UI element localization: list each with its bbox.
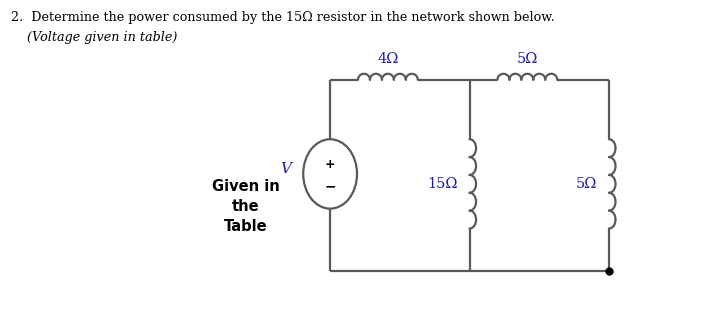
Text: V: V — [281, 162, 291, 176]
Text: 5Ω: 5Ω — [576, 177, 597, 191]
Text: −: − — [325, 180, 336, 194]
Text: 2.  Determine the power consumed by the 15Ω resistor in the network shown below.: 2. Determine the power consumed by the 1… — [12, 11, 555, 24]
Text: 4Ω: 4Ω — [377, 52, 398, 66]
Text: (Voltage given in table): (Voltage given in table) — [27, 31, 178, 44]
Text: 15Ω: 15Ω — [427, 177, 458, 191]
Text: Given in
the
Table: Given in the Table — [212, 179, 279, 233]
Text: 5Ω: 5Ω — [517, 52, 538, 66]
Text: +: + — [325, 158, 335, 171]
